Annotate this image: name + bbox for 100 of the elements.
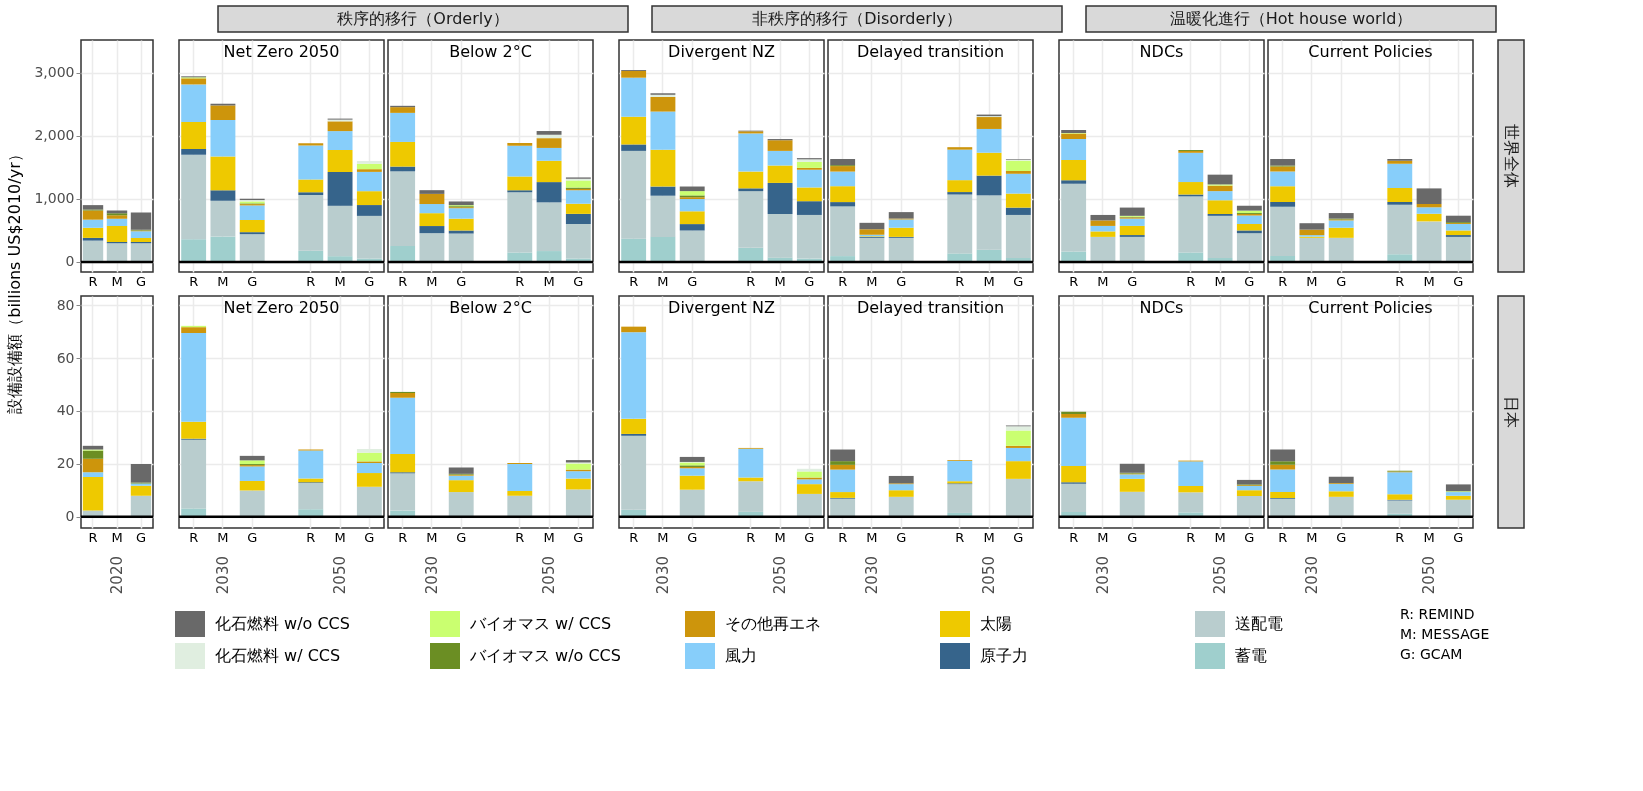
x-tick-label: R [1186, 273, 1196, 289]
x-tick-label: G [573, 529, 584, 545]
x-tick-label: R [629, 529, 639, 545]
x-tick-label: G [1336, 273, 1347, 289]
x-tick-label: M [1214, 273, 1226, 289]
x-tick-label: M [217, 273, 229, 289]
x-tick-label: M [983, 529, 995, 545]
x-tick-label: G [456, 273, 467, 289]
text: 温暖化進行（Hot house world） [1169, 9, 1413, 28]
text: 2030 [213, 556, 232, 595]
chart-title: Below 2°C [449, 42, 532, 61]
text: 2030 [862, 556, 881, 595]
x-tick-label: R [189, 273, 199, 289]
x-tick-label: G [1453, 273, 1464, 289]
x-tick-label: R [398, 273, 408, 289]
x-tick-label: M [866, 273, 878, 289]
x-tick-label: M [334, 529, 346, 545]
x-tick-label: R [1278, 529, 1288, 545]
x-tick-label: G [247, 529, 258, 545]
text: 2030 [422, 556, 441, 595]
x-tick-label: M [1306, 273, 1318, 289]
x-tick-label: R [1395, 529, 1405, 545]
x-tick-label: G [687, 273, 698, 289]
legend-label: 化石燃料 w/ CCS [215, 646, 341, 665]
x-tick-label: R [955, 273, 965, 289]
x-tick-label: M [774, 529, 786, 545]
x-tick-label: M [774, 273, 786, 289]
text: 2050 [1420, 556, 1439, 595]
x-tick-label: G [804, 529, 815, 545]
x-tick-label: R [1395, 273, 1405, 289]
x-tick-label: R [746, 529, 756, 545]
y-tick-label: 3,000 [34, 64, 75, 81]
x-tick-label: R [1069, 529, 1079, 545]
x-tick-label: G [1013, 273, 1024, 289]
chart-title: Below 2°C [449, 298, 532, 317]
x-tick-label: G [687, 529, 698, 545]
x-tick-label: G [896, 529, 907, 545]
x-tick-label: G [364, 273, 375, 289]
x-tick-label: M [1423, 273, 1435, 289]
y-tick-label: 60 [56, 349, 75, 366]
legend-label: バイオマス w/o CCS [469, 646, 621, 665]
chart-title: NDCs [1139, 298, 1184, 317]
legend-label: 原子力 [980, 646, 1028, 665]
x-tick-label: M [426, 529, 438, 545]
x-tick-label: M [657, 273, 669, 289]
x-tick-label: R [746, 273, 756, 289]
x-tick-label: R [1186, 529, 1196, 545]
x-tick-label: G [1127, 273, 1138, 289]
x-tick-label: R [88, 273, 98, 289]
chart-title: Net Zero 2050 [223, 298, 340, 317]
x-tick-label: G [135, 529, 147, 545]
text: 2050 [771, 556, 790, 595]
x-tick-label: R [306, 529, 316, 545]
x-tick-label: M [1423, 529, 1435, 545]
text: 設備設備額（billions US$2010/yr） [5, 146, 24, 414]
y-tick-label: 40 [56, 402, 75, 419]
x-tick-label: R [1069, 273, 1079, 289]
x-tick-label: M [543, 529, 555, 545]
text: 2030 [1093, 556, 1112, 595]
chart-title: Current Policies [1308, 42, 1433, 61]
text: 日本 [1502, 396, 1521, 428]
y-tick-label: 0 [65, 508, 75, 525]
legend-label: 送配電 [1235, 614, 1283, 633]
x-tick-label: G [247, 273, 258, 289]
x-tick-label: R [88, 529, 98, 545]
legend-label: 化石燃料 w/o CCS [215, 614, 350, 633]
x-tick-label: M [111, 273, 123, 289]
x-tick-label: R [629, 273, 639, 289]
legend-label: 蓄電 [1235, 646, 1267, 665]
legend-label: 風力 [725, 646, 757, 665]
x-tick-label: G [456, 529, 467, 545]
x-tick-label: M [983, 273, 995, 289]
x-tick-label: R [838, 529, 848, 545]
x-tick-label: G [573, 273, 584, 289]
text: 2030 [653, 556, 672, 595]
text: 非秩序的移行（Disorderly） [752, 9, 962, 28]
x-tick-label: R [1278, 273, 1288, 289]
y-tick-label: 0 [65, 253, 75, 270]
x-tick-label: R [306, 273, 316, 289]
x-tick-label: G [1127, 529, 1138, 545]
x-tick-label: G [364, 529, 375, 545]
text: R: REMIND [1400, 606, 1475, 622]
text: 2020 [108, 556, 126, 595]
x-tick-label: M [217, 529, 229, 545]
x-tick-label: G [1453, 529, 1464, 545]
x-tick-label: G [1336, 529, 1347, 545]
x-tick-label: G [804, 273, 815, 289]
y-tick-label: 2,000 [34, 127, 75, 144]
x-tick-label: R [838, 273, 848, 289]
text: 2050 [980, 556, 999, 595]
chart-title: Divergent NZ [668, 298, 775, 317]
x-tick-label: G [135, 273, 147, 289]
text: 2030 [1302, 556, 1321, 595]
legend-label: バイオマス w/ CCS [469, 614, 612, 633]
text: 2050 [540, 556, 559, 595]
text: G: GCAM [1400, 646, 1463, 662]
y-tick-label: 1,000 [34, 190, 75, 207]
y-tick-label: 20 [56, 455, 75, 472]
x-tick-label: M [334, 273, 346, 289]
x-tick-label: M [1214, 529, 1226, 545]
